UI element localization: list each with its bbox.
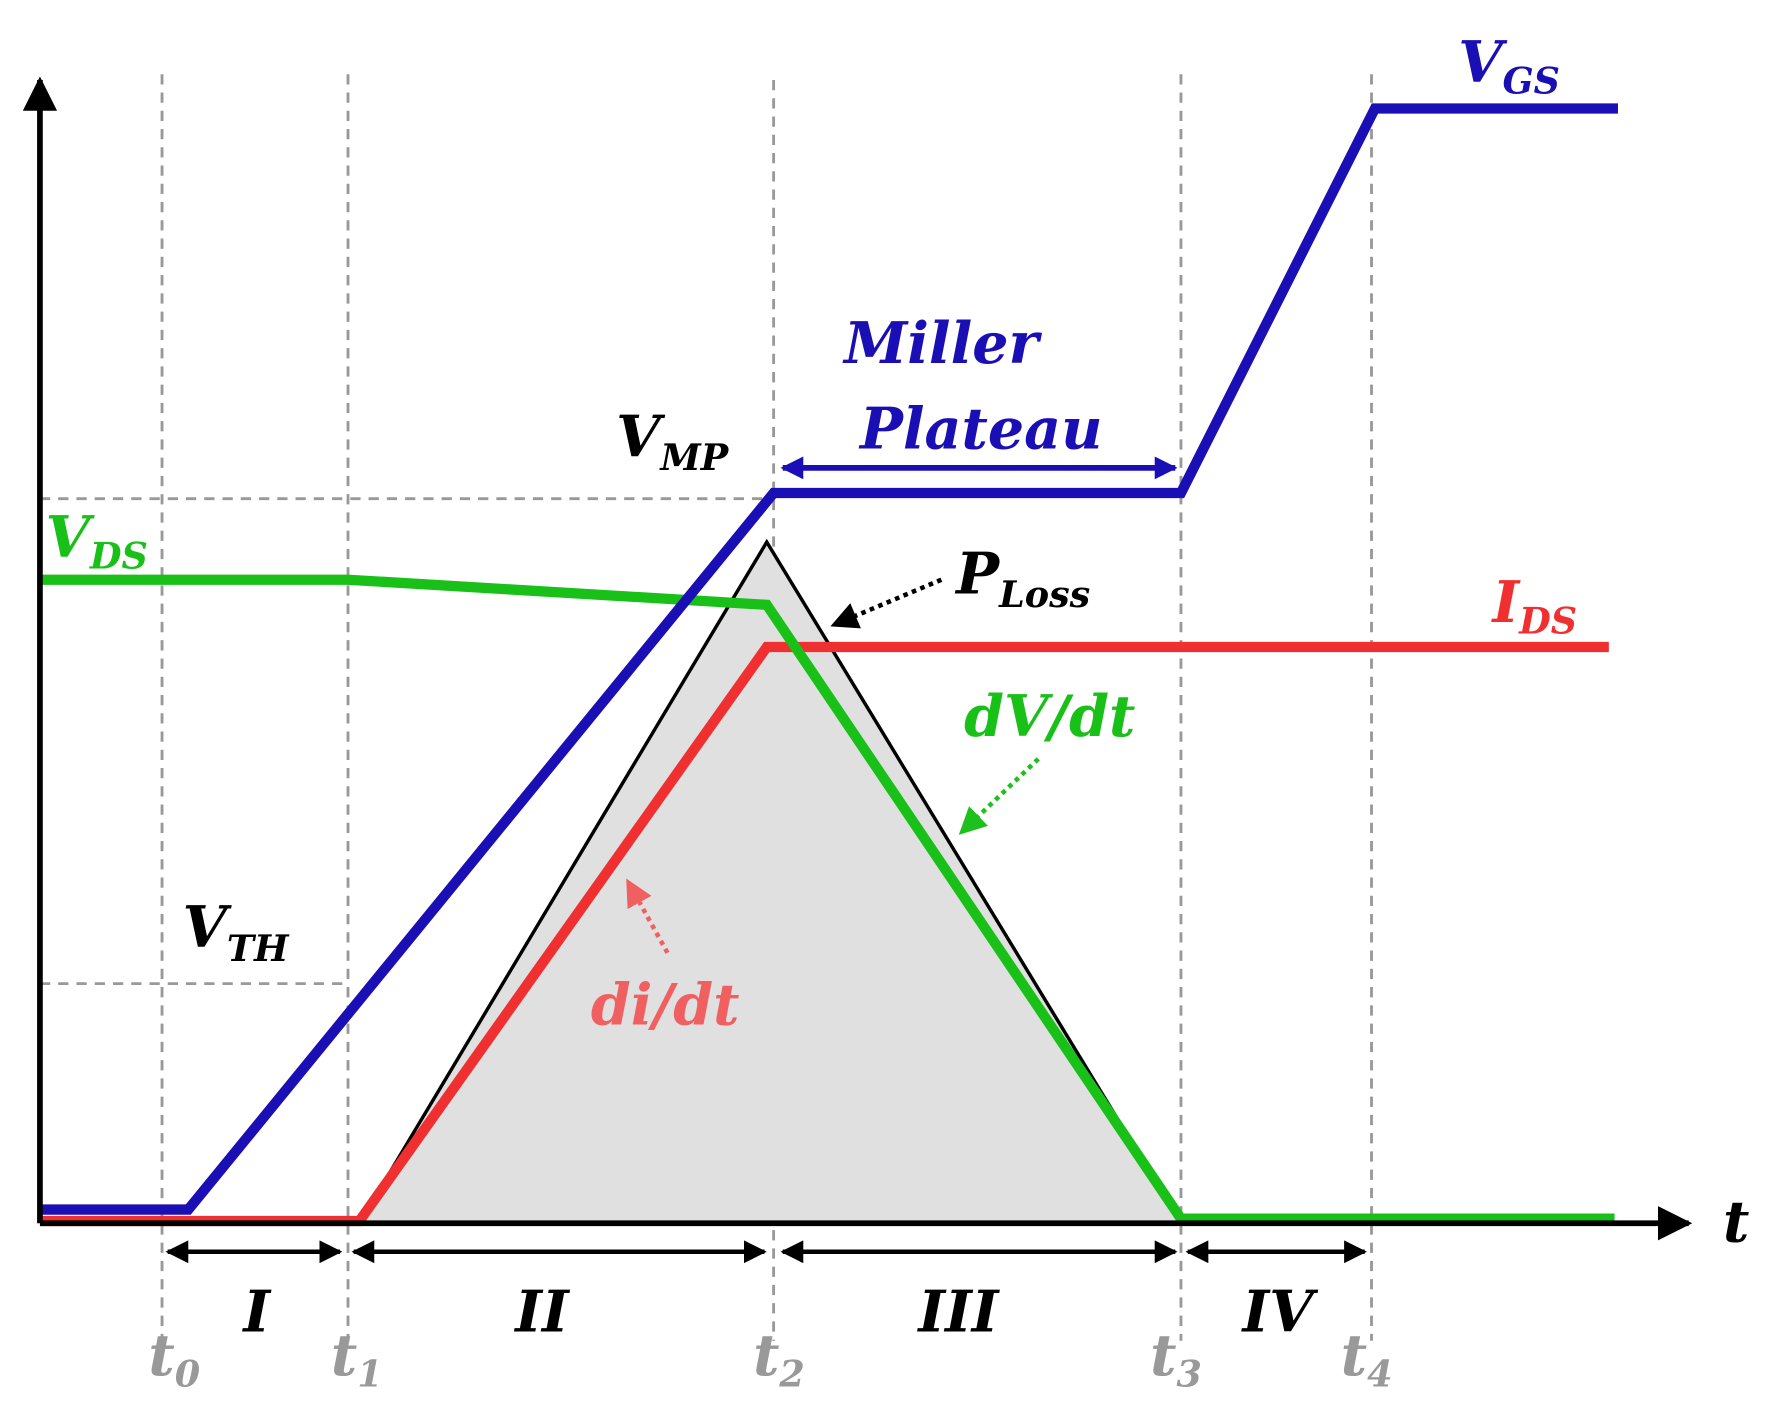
vgs-label: VGS <box>1458 29 1560 102</box>
region-label: III <box>916 1279 1000 1346</box>
dv-dt-label: dV/dt <box>964 683 1135 750</box>
vmp-label: VMP <box>616 403 730 479</box>
dv-pointer <box>958 757 1040 835</box>
ids-label: IDS <box>1490 569 1577 642</box>
region-label: I <box>241 1279 272 1346</box>
ploss-pointer <box>830 577 943 629</box>
region-label: IV <box>1240 1279 1319 1346</box>
vth-label: VTH <box>183 894 290 970</box>
time-axis-label: t <box>1723 1189 1749 1256</box>
vds-curve <box>39 574 1615 1224</box>
time-mark: t4 <box>1341 1322 1393 1395</box>
vds-label: VDS <box>46 504 148 577</box>
ploss-label: PLoss <box>954 540 1090 616</box>
time-mark: t1 <box>331 1322 383 1395</box>
time-mark: t2 <box>753 1322 805 1395</box>
miller-label: Miller <box>842 310 1042 377</box>
region-label: II <box>513 1279 571 1346</box>
plateau-label: Plateau <box>858 395 1103 462</box>
di-dt-label: di/dt <box>591 972 740 1039</box>
vgs-curve <box>39 103 1618 1215</box>
time-mark: t0 <box>148 1322 200 1395</box>
time-mark: t3 <box>1150 1322 1202 1395</box>
